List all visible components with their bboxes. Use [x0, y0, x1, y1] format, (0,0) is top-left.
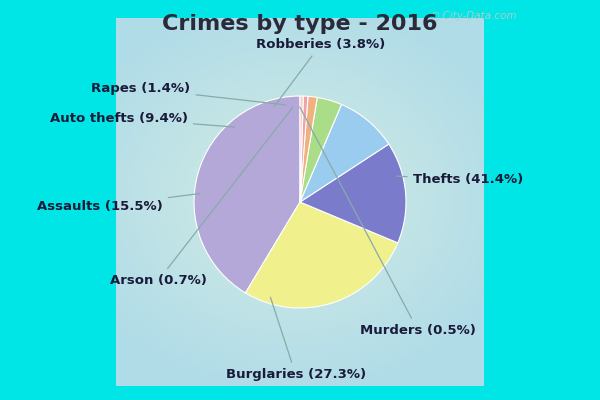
Wedge shape [300, 104, 389, 202]
Wedge shape [245, 202, 398, 308]
Text: Thefts (41.4%): Thefts (41.4%) [397, 174, 523, 186]
Text: Arson (0.7%): Arson (0.7%) [110, 107, 293, 286]
Text: ⓘ City-Data.com: ⓘ City-Data.com [433, 11, 517, 21]
Text: Auto thefts (9.4%): Auto thefts (9.4%) [50, 112, 235, 127]
Wedge shape [300, 96, 304, 202]
Wedge shape [194, 96, 300, 293]
Text: Murders (0.5%): Murders (0.5%) [300, 107, 476, 336]
Wedge shape [300, 96, 308, 202]
Text: Robberies (3.8%): Robberies (3.8%) [256, 38, 385, 106]
Wedge shape [300, 98, 341, 202]
Wedge shape [300, 96, 317, 202]
Text: Burglaries (27.3%): Burglaries (27.3%) [226, 297, 365, 381]
Wedge shape [300, 144, 406, 243]
Text: Crimes by type - 2016: Crimes by type - 2016 [162, 14, 438, 34]
Text: Rapes (1.4%): Rapes (1.4%) [91, 82, 286, 105]
Text: Assaults (15.5%): Assaults (15.5%) [37, 194, 200, 213]
